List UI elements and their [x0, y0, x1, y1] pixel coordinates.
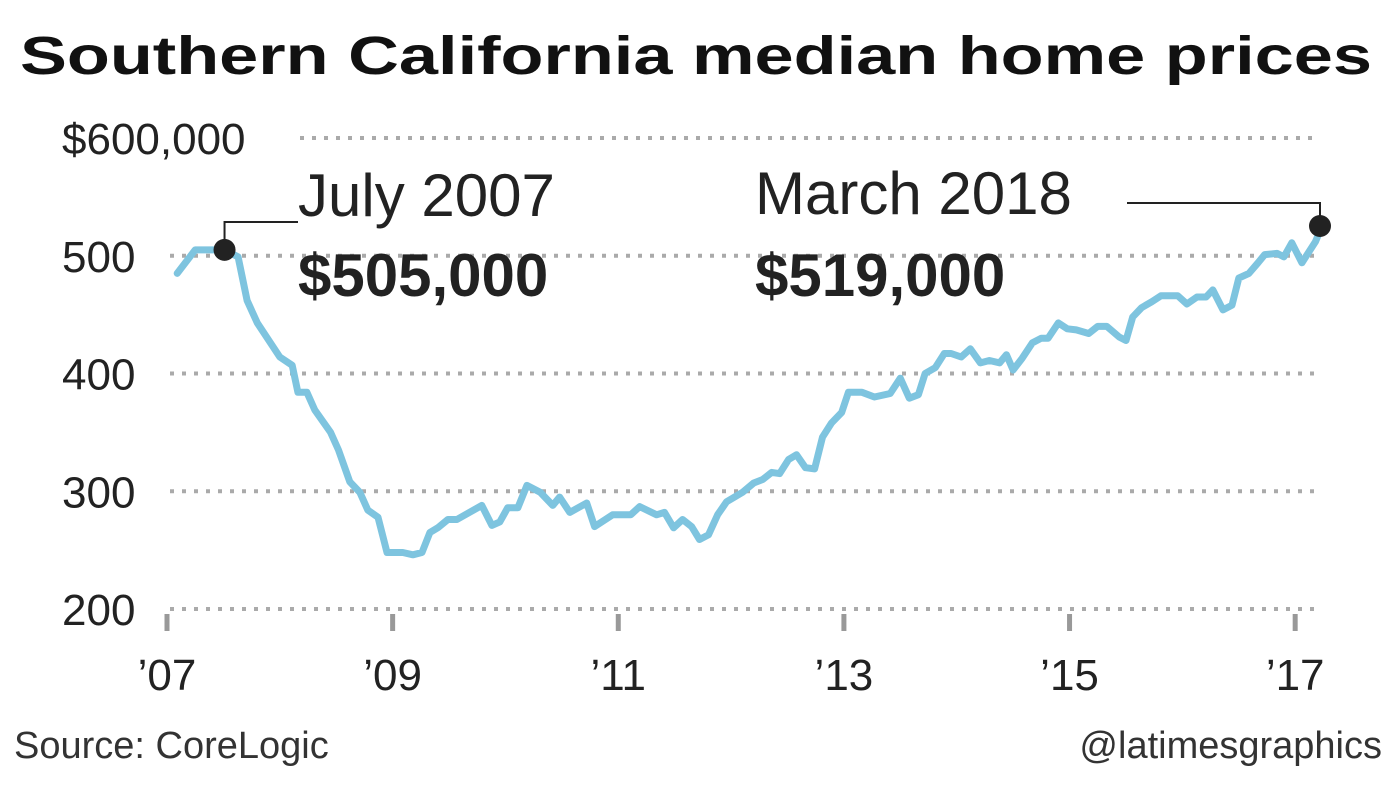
y-tick-label: 200 — [62, 586, 135, 635]
annotation-date: March 2018 — [755, 160, 1072, 227]
x-tick-label: ’09 — [363, 651, 422, 700]
peak-marker — [213, 238, 236, 261]
y-label-bg — [60, 115, 254, 164]
y-label-bg — [60, 232, 144, 282]
x-tick-label: ’13 — [815, 651, 874, 700]
source-note: Source: CoreLogic — [14, 725, 329, 767]
x-tick-label: ’17 — [1266, 651, 1325, 700]
y-tick-label: $600,000 — [62, 115, 246, 164]
y-label-bg — [60, 586, 144, 635]
annotation-date: July 2007 — [298, 162, 555, 229]
x-tick-label: ’15 — [1040, 651, 1099, 700]
y-label-bg — [60, 350, 144, 400]
price-line — [173, 229, 1323, 559]
annotation-value: $505,000 — [298, 242, 548, 309]
annotation-leader — [223, 221, 298, 250]
annotation-leader — [1127, 202, 1321, 226]
annotation-value: $519,000 — [755, 242, 1005, 309]
y-tick-label: 300 — [62, 468, 135, 517]
y-tick-label: 500 — [62, 233, 135, 282]
x-tick-label: ’07 — [138, 651, 197, 700]
x-tick-label: ’11 — [591, 651, 646, 700]
y-label-bg — [60, 468, 144, 518]
credit: @latimesgraphics — [1079, 725, 1382, 767]
latest-marker — [1309, 215, 1331, 237]
y-tick-label: 400 — [62, 351, 135, 400]
chart-title: Southern California median home prices — [20, 26, 1372, 86]
